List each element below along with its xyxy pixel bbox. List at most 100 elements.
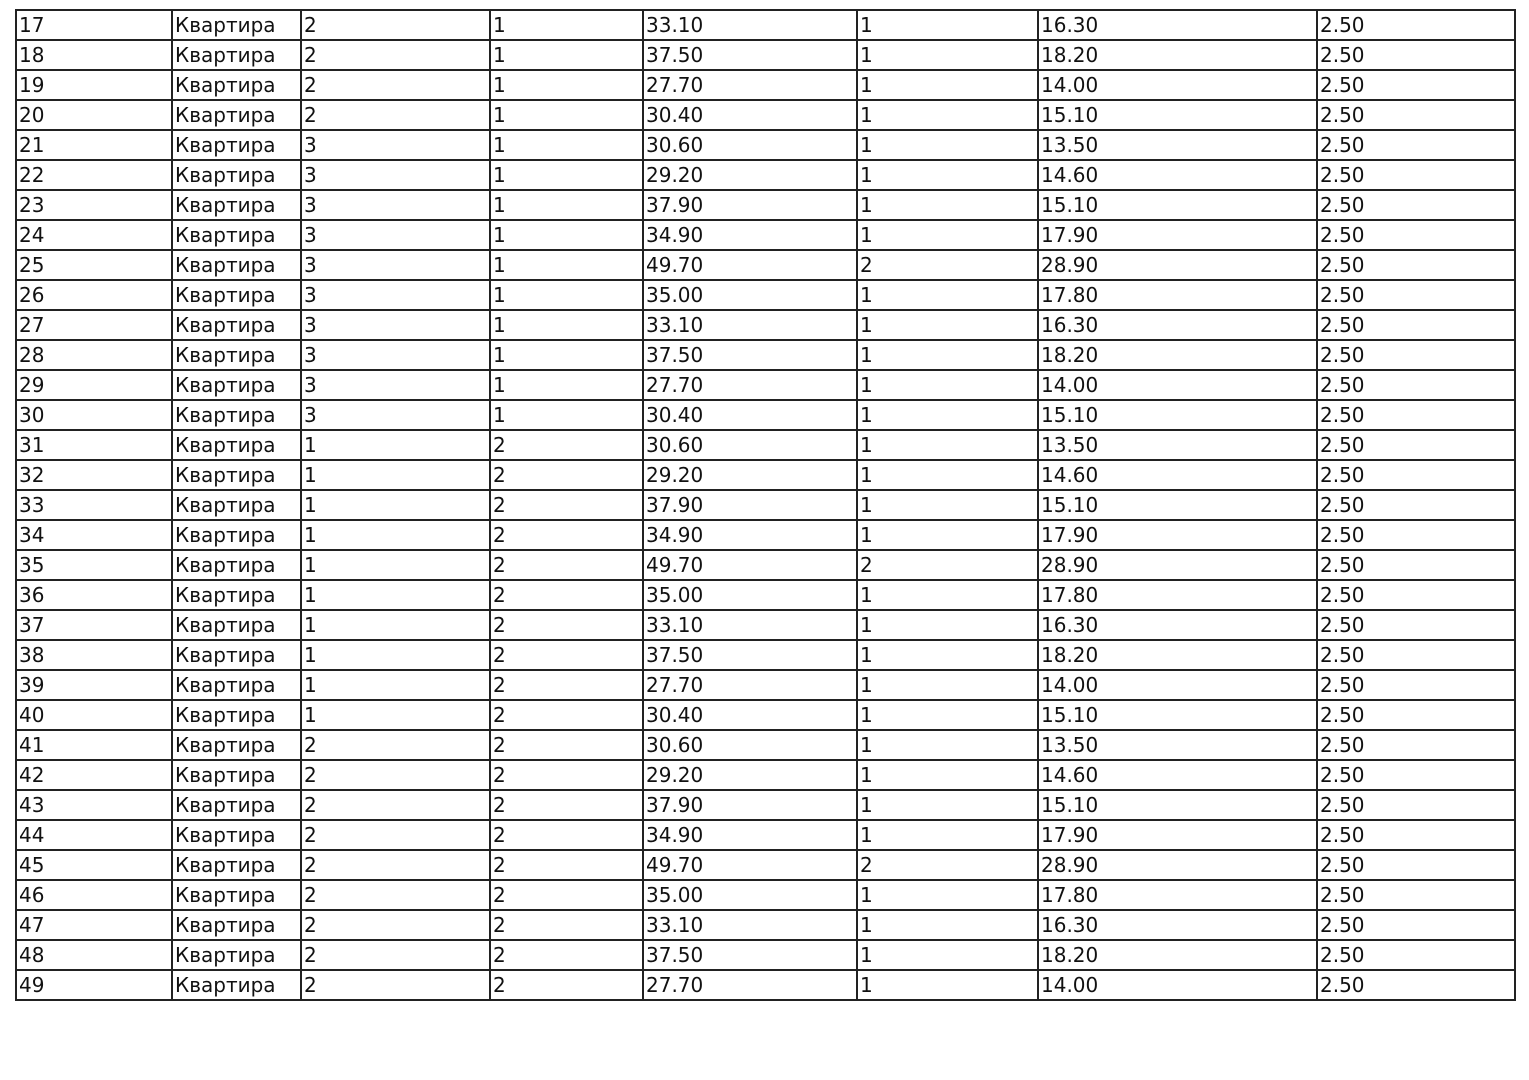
table-cell: 1 <box>489 189 644 221</box>
table-cell: 40 <box>15 699 173 731</box>
table-cell: 15.10 <box>1037 789 1318 821</box>
table-cell: 30.60 <box>642 129 858 161</box>
table-cell: 46 <box>15 879 173 911</box>
table-cell: 2.50 <box>1316 669 1516 701</box>
table-cell: 30.40 <box>642 99 858 131</box>
table-cell: 1 <box>856 369 1039 401</box>
table-row: 32 Квартира 1 2 29.20 1 14.60 2.50 <box>15 459 1516 491</box>
table-cell: 2.50 <box>1316 759 1516 791</box>
table-cell: 1 <box>856 339 1039 371</box>
table-cell: 42 <box>15 759 173 791</box>
table-cell: 2.50 <box>1316 249 1516 281</box>
table-cell: 24 <box>15 219 173 251</box>
table-cell: 1 <box>856 879 1039 911</box>
table-cell: Квартира <box>171 489 302 521</box>
apartment-table: 17 Квартира 2 1 33.10 1 16.30 2.50 18 Квартира 2 1 3… <box>15 9 1516 1001</box>
table-cell: 17.80 <box>1037 879 1318 911</box>
table-row: 20 Квартира 2 1 30.40 1 15.10 2.50 <box>15 99 1516 131</box>
table-cell: 1 <box>856 189 1039 221</box>
table-cell: 2 <box>489 849 644 881</box>
table-cell: 33.10 <box>642 909 858 941</box>
table-cell: 2.50 <box>1316 489 1516 521</box>
table-cell: 36 <box>15 579 173 611</box>
table-cell: 2 <box>489 669 644 701</box>
table-cell: 1 <box>489 369 644 401</box>
table-cell: Квартира <box>171 459 302 491</box>
table-row: 31 Квартира 1 2 30.60 1 13.50 2.50 <box>15 429 1516 461</box>
table-cell: 2.50 <box>1316 69 1516 101</box>
table-cell: 2 <box>489 969 644 1001</box>
table-cell: 2 <box>300 879 491 911</box>
table-cell: 15.10 <box>1037 399 1318 431</box>
table-cell: 3 <box>300 309 491 341</box>
table-cell: 3 <box>300 159 491 191</box>
table-cell: 2 <box>489 579 644 611</box>
table-row: 47 Квартира 2 2 33.10 1 16.30 2.50 <box>15 909 1516 941</box>
table-cell: 1 <box>856 309 1039 341</box>
table-cell: 2 <box>300 69 491 101</box>
table-cell: Квартира <box>171 849 302 881</box>
table-cell: 37.50 <box>642 639 858 671</box>
table-cell: 2.50 <box>1316 849 1516 881</box>
table-row: 22 Квартира 3 1 29.20 1 14.60 2.50 <box>15 159 1516 191</box>
table-cell: Квартира <box>171 819 302 851</box>
table-cell: 37.90 <box>642 189 858 221</box>
table-cell: 35.00 <box>642 279 858 311</box>
table-cell: 28 <box>15 339 173 371</box>
table-cell: 1 <box>856 579 1039 611</box>
table-cell: 27.70 <box>642 669 858 701</box>
table-row: 42 Квартира 2 2 29.20 1 14.60 2.50 <box>15 759 1516 791</box>
table-cell: Квартира <box>171 879 302 911</box>
table-cell: 43 <box>15 789 173 821</box>
table-cell: 2.50 <box>1316 99 1516 131</box>
table-cell: 14.00 <box>1037 969 1318 1001</box>
table-cell: 37.90 <box>642 489 858 521</box>
table-row: 18 Квартира 2 1 37.50 1 18.20 2.50 <box>15 39 1516 71</box>
table-cell: 3 <box>300 339 491 371</box>
table-cell: 2.50 <box>1316 729 1516 761</box>
table-cell: 1 <box>856 159 1039 191</box>
table-cell: 31 <box>15 429 173 461</box>
table-cell: 25 <box>15 249 173 281</box>
table-cell: 14.60 <box>1037 159 1318 191</box>
table-cell: 49 <box>15 969 173 1001</box>
table-cell: 2 <box>300 939 491 971</box>
table-cell: 1 <box>856 279 1039 311</box>
table-cell: 30.60 <box>642 429 858 461</box>
table-cell: 3 <box>300 219 491 251</box>
table-cell: 30.60 <box>642 729 858 761</box>
table-cell: 1 <box>300 639 491 671</box>
table-cell: Квартира <box>171 909 302 941</box>
table-cell: Квартира <box>171 669 302 701</box>
table-cell: 30.40 <box>642 399 858 431</box>
table-cell: 1 <box>300 579 491 611</box>
table-cell: 1 <box>489 99 644 131</box>
table-cell: 19 <box>15 69 173 101</box>
table-cell: 1 <box>489 249 644 281</box>
table-cell: Квартира <box>171 339 302 371</box>
table-cell: 1 <box>489 339 644 371</box>
table-cell: 39 <box>15 669 173 701</box>
table-cell: 2 <box>300 969 491 1001</box>
table-row: 34 Квартира 1 2 34.90 1 17.90 2.50 <box>15 519 1516 551</box>
table-cell: 18.20 <box>1037 639 1318 671</box>
table-cell: 1 <box>856 729 1039 761</box>
table-cell: 1 <box>856 969 1039 1001</box>
table-cell: 1 <box>856 459 1039 491</box>
table-cell: 2.50 <box>1316 369 1516 401</box>
table-cell: 2 <box>300 819 491 851</box>
table-cell: 26 <box>15 279 173 311</box>
table-cell: 2.50 <box>1316 549 1516 581</box>
table-cell: Квартира <box>171 309 302 341</box>
table-cell: 14.00 <box>1037 369 1318 401</box>
table-cell: 45 <box>15 849 173 881</box>
table-cell: 1 <box>856 39 1039 71</box>
table-cell: 35.00 <box>642 879 858 911</box>
table-cell: 1 <box>300 489 491 521</box>
table-cell: Квартира <box>171 369 302 401</box>
table-cell: 20 <box>15 99 173 131</box>
table-cell: 2 <box>489 429 644 461</box>
table-cell: 2 <box>489 639 644 671</box>
table-cell: 47 <box>15 909 173 941</box>
table-cell: 34.90 <box>642 819 858 851</box>
